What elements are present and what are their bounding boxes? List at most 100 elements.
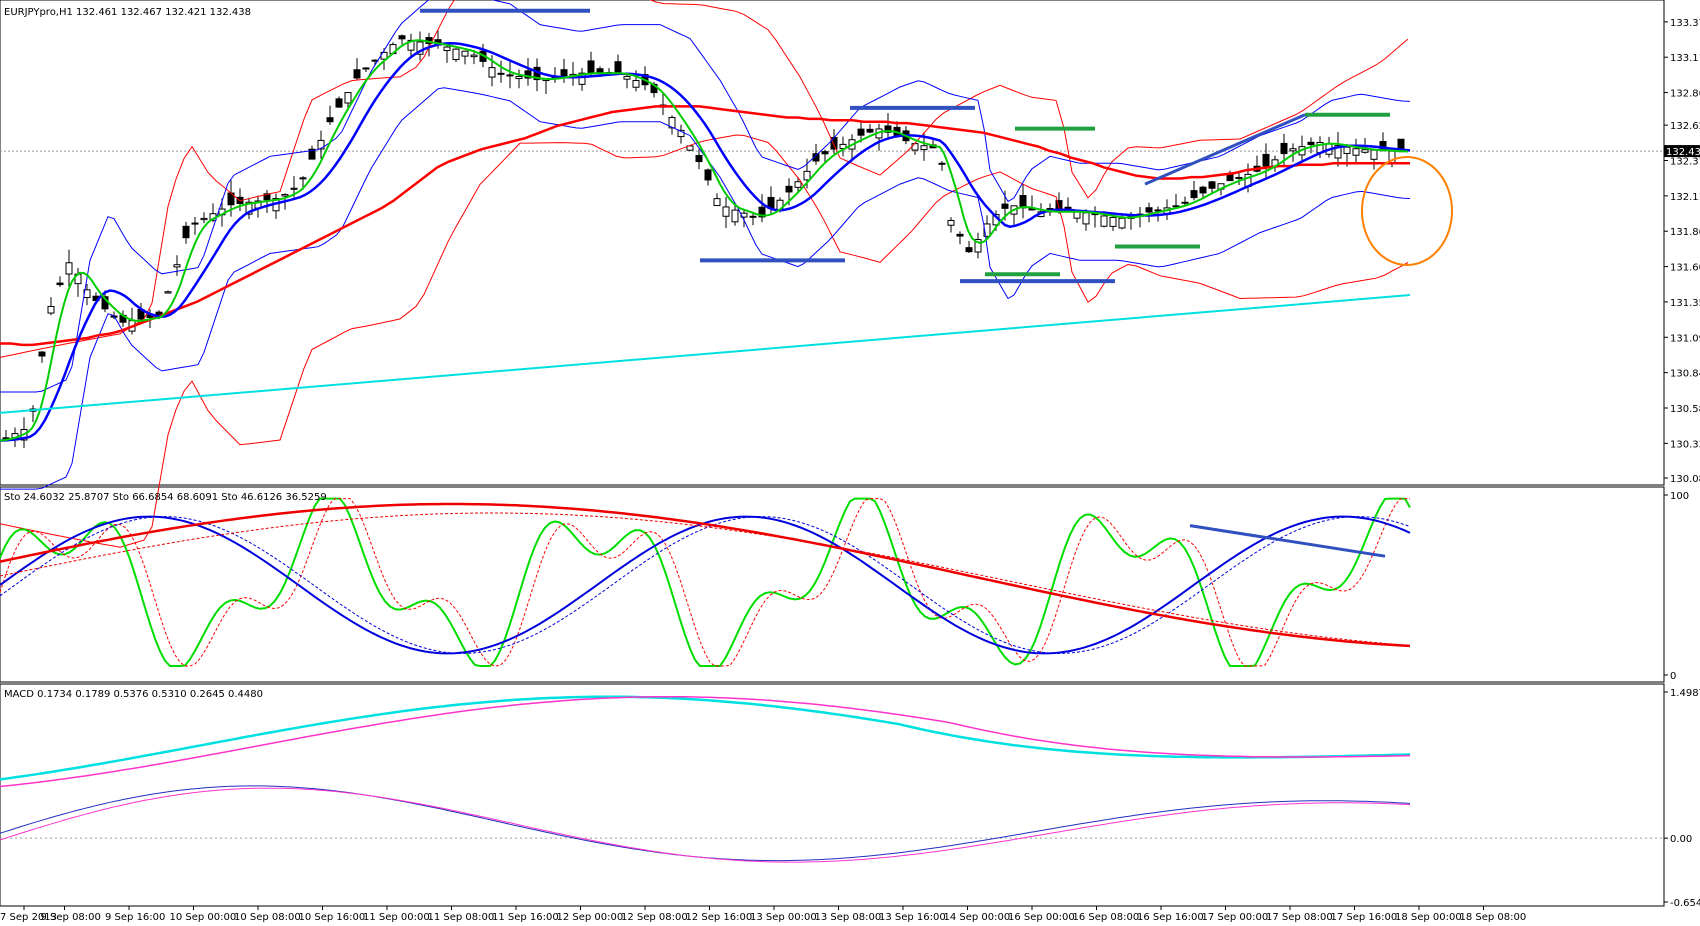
candle xyxy=(695,149,703,170)
candle xyxy=(173,255,181,276)
candle xyxy=(524,58,532,86)
candle xyxy=(191,216,199,235)
x-tick-label: 7 Sep 2013 xyxy=(0,912,57,923)
macd-y-tick: -0.6545 xyxy=(1670,898,1700,909)
x-tick-label: 17 Sep 08:00 xyxy=(1266,912,1333,923)
candle xyxy=(164,290,172,294)
x-tick-label: 11 Sep 16:00 xyxy=(492,912,559,923)
rising-trend-marker xyxy=(1144,113,1306,186)
x-tick-label: 12 Sep 16:00 xyxy=(686,912,753,923)
x-tick-label: 10 Sep 16:00 xyxy=(299,912,366,923)
price-panel xyxy=(0,0,1665,486)
price-y-tick: 133.115 xyxy=(1670,53,1700,64)
candle xyxy=(857,121,865,143)
macd-legend: MACD 0.1734 0.1789 0.5376 0.5310 0.2645 … xyxy=(4,689,263,700)
x-tick-label: 18 Sep 00:00 xyxy=(1395,912,1462,923)
candle xyxy=(794,176,802,192)
candle xyxy=(974,232,982,259)
price-y-tick: 132.115 xyxy=(1670,192,1700,203)
candle xyxy=(938,161,946,171)
candle xyxy=(965,240,973,253)
candle xyxy=(65,249,73,288)
price-y-axis: 133.370 133.115 132.860 132.625 132.370 132.1… xyxy=(1664,18,1700,485)
candle xyxy=(443,45,451,63)
price-y-tick: 130.080 xyxy=(1670,474,1700,485)
stoch-divergence-marker xyxy=(1189,524,1386,558)
x-tick-label: 16 Sep 08:00 xyxy=(1073,912,1140,923)
stoch-medium-signal xyxy=(0,516,1411,654)
red-ma-line xyxy=(0,105,1410,347)
blue-ma-line xyxy=(0,41,1411,442)
price-y-tick: 132.625 xyxy=(1670,121,1700,132)
stochastic-plot xyxy=(0,497,1411,667)
candle xyxy=(1235,171,1243,186)
current-price-tag: 132.438 xyxy=(1664,145,1700,158)
candle xyxy=(758,194,766,223)
x-tick-label: 12 Sep 00:00 xyxy=(557,912,624,923)
candle xyxy=(956,231,964,245)
price-y-tick: 132.860 xyxy=(1670,89,1700,100)
candle xyxy=(362,67,370,72)
stochastic-y-tick: 0 xyxy=(1670,671,1676,682)
x-tick-label: 17 Sep 16:00 xyxy=(1331,912,1398,923)
x-tick-label: 11 Sep 08:00 xyxy=(428,912,495,923)
x-tick-label: 10 Sep 00:00 xyxy=(170,912,237,923)
candle xyxy=(1289,143,1297,162)
macd-y-axis: 1.4987 0.00 -0.6545 xyxy=(1664,688,1700,909)
price-y-tick: 131.095 xyxy=(1670,333,1700,344)
x-tick-label: 16 Sep 00:00 xyxy=(1008,912,1075,923)
candle xyxy=(1352,138,1360,164)
stoch-fast-line xyxy=(0,497,1411,667)
candle xyxy=(461,50,469,65)
candle xyxy=(578,68,586,91)
x-tick-label: 14 Sep 00:00 xyxy=(944,912,1011,923)
macd-cyan-line xyxy=(0,695,1411,781)
candle xyxy=(398,34,406,45)
candle xyxy=(335,96,343,108)
price-plot xyxy=(0,0,1664,548)
candle xyxy=(497,60,505,83)
candle xyxy=(704,168,712,186)
candle xyxy=(677,124,685,144)
price-legend: EURJPYpro,H1 132.461 132.467 132.421 132… xyxy=(4,7,251,18)
x-tick-label: 13 Sep 00:00 xyxy=(750,912,817,923)
candle xyxy=(56,276,64,288)
price-y-tick: 130.330 xyxy=(1670,439,1700,450)
candle xyxy=(1307,137,1315,154)
candle xyxy=(1190,180,1198,201)
candle xyxy=(515,69,523,89)
candle xyxy=(200,212,208,224)
x-tick-label: 11 Sep 00:00 xyxy=(363,912,430,923)
price-y-tick: 132.370 xyxy=(1670,157,1700,168)
candle xyxy=(506,61,514,89)
candle xyxy=(326,105,334,125)
candle xyxy=(1145,202,1153,223)
orange-circle-annotation xyxy=(1361,156,1453,266)
candle xyxy=(353,58,361,81)
candle xyxy=(182,221,190,244)
candle xyxy=(884,113,892,139)
candle xyxy=(749,213,757,226)
price-y-tick: 131.860 xyxy=(1670,227,1700,238)
candle xyxy=(821,149,829,164)
x-tick-label: 17 Sep 00:00 xyxy=(1202,912,1269,923)
stoch-slow-line xyxy=(0,502,1411,648)
macd-y-tick: 0.00 xyxy=(1670,834,1692,845)
candle xyxy=(713,193,721,207)
candle xyxy=(317,130,325,159)
stochastic-legend: Sto 24.6032 25.8707 Sto 66.6854 68.6091 … xyxy=(4,492,327,503)
stochastic-y-axis: 100 0 xyxy=(1664,491,1689,682)
price-y-tick: 130.840 xyxy=(1670,369,1700,380)
candle xyxy=(1109,215,1117,231)
macd-panel xyxy=(0,683,1665,907)
macd-plot xyxy=(0,695,1664,863)
candle xyxy=(1262,143,1270,179)
current-price-label: 132.438 xyxy=(1666,147,1700,158)
candle xyxy=(812,143,820,165)
candle xyxy=(452,48,460,63)
x-tick-label: 9 Sep 16:00 xyxy=(105,912,165,923)
candle xyxy=(1334,132,1342,167)
blue-band-upper xyxy=(0,0,1411,393)
